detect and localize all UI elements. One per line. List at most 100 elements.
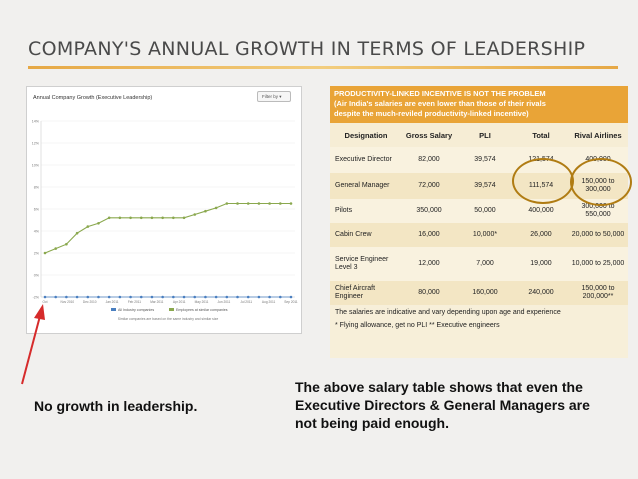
table-footnote: * Flying allowance, get no PLI ** Execut… <box>335 322 500 329</box>
data-point <box>214 295 218 299</box>
data-point <box>86 225 90 228</box>
data-point <box>236 295 239 299</box>
pli-cell: 10,000* <box>456 223 514 247</box>
data-point <box>204 209 207 213</box>
x-tick-label: Jan 2011 <box>106 300 119 304</box>
x-tick-label: May 2011 <box>195 300 209 304</box>
x-tick-label: Mar 2011 <box>150 300 163 304</box>
data-point <box>268 202 271 205</box>
highlight-oval-total <box>512 158 574 204</box>
data-point <box>289 295 293 299</box>
x-tick-label: Feb 2011 <box>128 300 141 304</box>
designation-cell: Chief Aircraft Engineer <box>330 281 402 305</box>
data-point <box>150 216 154 220</box>
data-point <box>118 295 122 299</box>
data-point <box>54 295 57 299</box>
table-row: Chief Aircraft Engineer 80,000 160,000 2… <box>330 281 628 305</box>
y-tick-label: 8% <box>34 186 40 190</box>
total-cell: 19,000 <box>514 247 568 281</box>
title-divider <box>28 66 618 69</box>
data-point <box>65 242 68 246</box>
line-chart: -2% 0% 2% 4% 6% 8% 10% 12% 14% Oct Nov 2010 Dec 201… <box>32 120 298 322</box>
x-tick-label: Dec 2010 <box>83 300 97 304</box>
designation-cell: Pilots <box>330 199 402 223</box>
table-row: Cabin Crew 16,000 10,000* 26,000 20,000 … <box>330 223 628 247</box>
data-point <box>139 295 143 299</box>
y-tick-label: 14% <box>32 120 40 124</box>
data-point <box>257 295 261 299</box>
x-tick-label: Jun 2011 <box>217 300 230 304</box>
data-point <box>107 216 111 220</box>
x-tick-label: Oct <box>43 300 48 304</box>
gross-cell: 72,000 <box>402 173 456 199</box>
y-tick-label: 4% <box>34 230 40 234</box>
data-point <box>225 202 229 205</box>
data-point <box>161 216 164 220</box>
data-point <box>246 202 250 205</box>
data-point <box>172 216 175 220</box>
data-point <box>97 295 100 299</box>
data-point <box>75 231 79 235</box>
data-point <box>43 295 47 299</box>
data-point <box>65 295 68 299</box>
designation-cell: General Manager <box>330 173 402 199</box>
designation-cell: Service Engineer Level 3 <box>330 247 402 281</box>
gross-cell: 16,000 <box>402 223 456 247</box>
table-row: Service Engineer Level 3 12,000 7,000 19… <box>330 247 628 281</box>
y-tick-label: 10% <box>32 164 40 168</box>
data-point <box>75 295 79 299</box>
x-tick-label: Sep 2011 <box>284 300 298 304</box>
data-point <box>225 295 229 299</box>
chart-title: Annual Company Growth (Executive Leaders… <box>33 95 153 101</box>
designation-cell: Executive Director <box>330 147 402 173</box>
data-point <box>289 202 293 205</box>
data-point <box>257 202 261 205</box>
chart-panel: Annual Company Growth (Executive Leaders… <box>26 86 302 334</box>
data-point <box>204 295 207 299</box>
rival-cell: 10,000 to 25,000 <box>568 247 628 281</box>
data-point <box>236 202 239 205</box>
salary-table: Designation Gross Salary PLI Total Rival… <box>330 123 628 305</box>
pli-cell: 7,000 <box>456 247 514 281</box>
rival-cell: 20,000 to 50,000 <box>568 223 628 247</box>
pli-cell: 39,574 <box>456 147 514 173</box>
data-point <box>54 247 57 250</box>
gross-cell: 80,000 <box>402 281 456 305</box>
data-point <box>118 216 122 220</box>
data-point <box>193 295 197 299</box>
y-tick-label: 2% <box>34 252 40 256</box>
data-point <box>161 295 164 299</box>
data-point <box>193 213 197 216</box>
filter-dropdown[interactable]: Filter by ▾ <box>257 91 291 102</box>
x-tick-label: Aug 2011 <box>262 300 276 304</box>
pli-cell: 160,000 <box>456 281 514 305</box>
gross-cell: 82,000 <box>402 147 456 173</box>
pli-cell: 50,000 <box>456 199 514 223</box>
column-header: PLI <box>456 123 514 147</box>
x-tick-label: Nov 2010 <box>61 300 75 304</box>
table-header: PRODUCTIVITY-LINKED INCENTIVE IS NOT THE… <box>330 86 628 123</box>
data-point <box>279 295 282 299</box>
table-header-line: PRODUCTIVITY-LINKED INCENTIVE IS NOT THE… <box>334 89 546 98</box>
y-tick-label: 6% <box>34 208 40 212</box>
pli-cell: 39,574 <box>456 173 514 199</box>
rival-cell: 150,000 to 200,000** <box>568 281 628 305</box>
total-cell: 240,000 <box>514 281 568 305</box>
data-point <box>86 295 90 299</box>
legend-label: Employees at similar companies <box>176 308 228 312</box>
data-point <box>172 295 175 299</box>
column-header: Total <box>514 123 568 147</box>
y-tick-label: 0% <box>34 274 40 278</box>
data-point <box>214 206 218 210</box>
gross-cell: 12,000 <box>402 247 456 281</box>
caption-no-growth: No growth in leadership. <box>34 398 198 414</box>
data-point <box>150 295 154 299</box>
table-note: The salaries are indicative and vary dep… <box>335 309 561 316</box>
chart-footnote: Similar companies are based on the same … <box>118 317 219 321</box>
data-point <box>43 251 47 255</box>
data-point <box>107 295 111 299</box>
salary-table-panel: PRODUCTIVITY-LINKED INCENTIVE IS NOT THE… <box>330 86 632 358</box>
table-header-line: (Air India's salaries are even lower tha… <box>334 99 546 108</box>
x-tick-label: Jul 2011 <box>240 300 252 304</box>
chevron-down-icon: ▾ <box>279 94 282 99</box>
